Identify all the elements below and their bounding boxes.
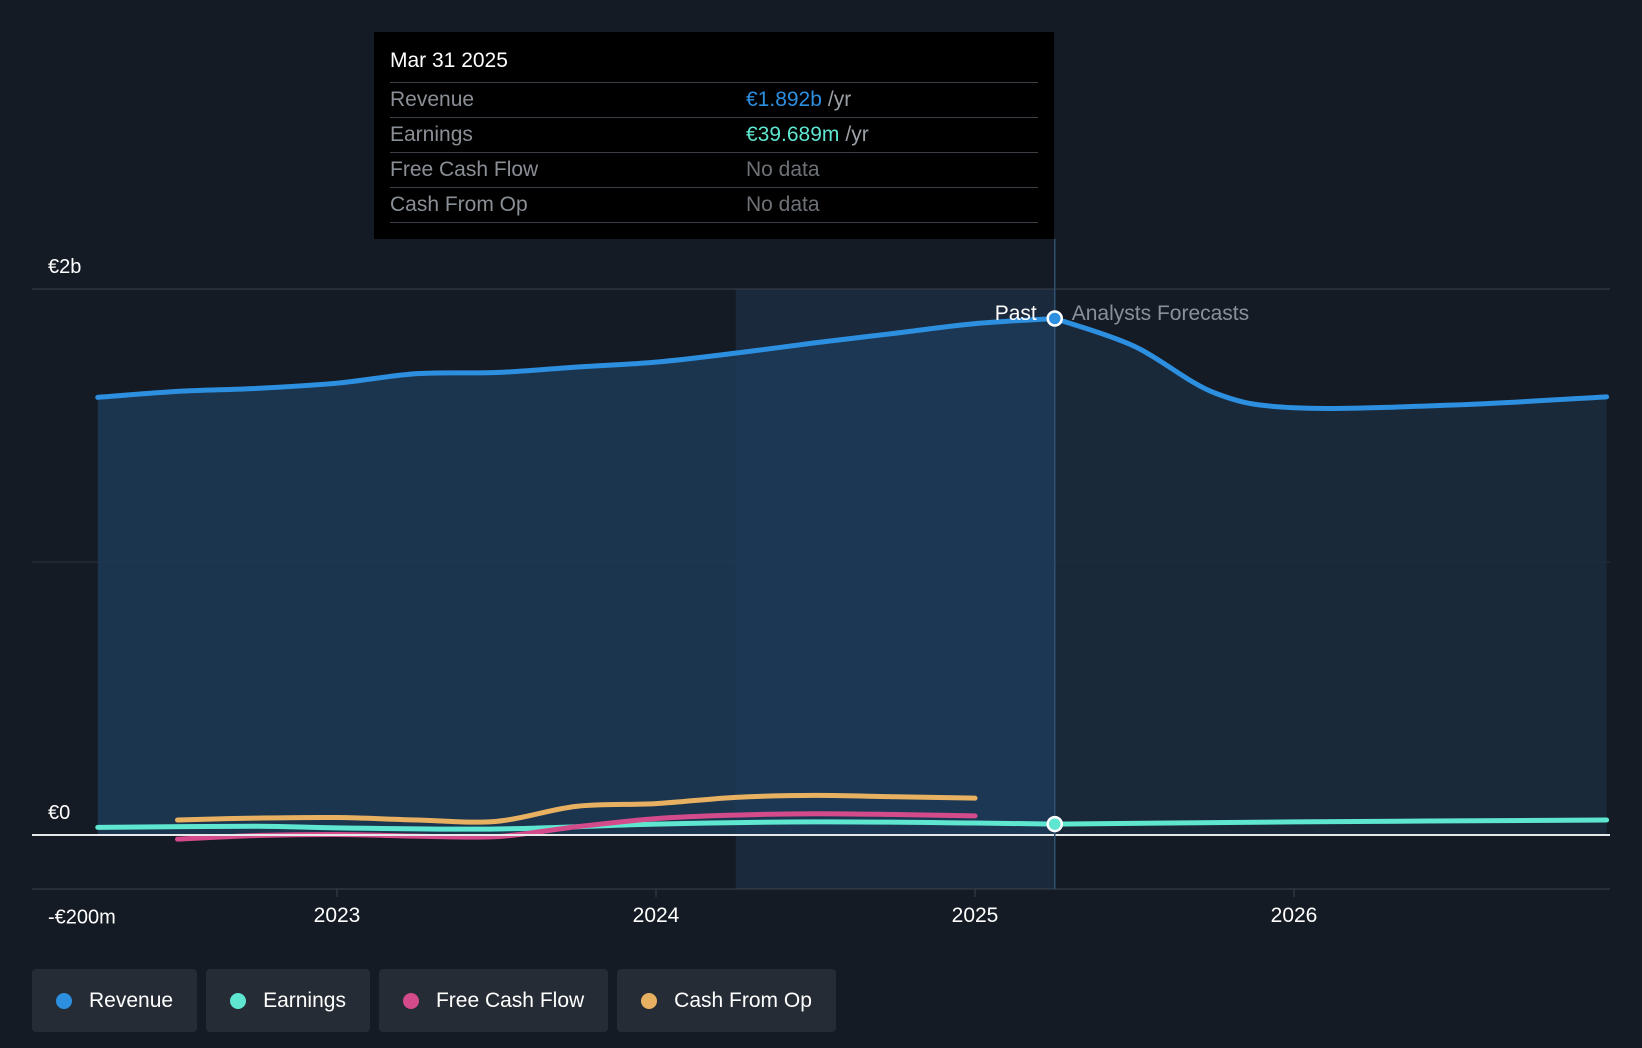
- tooltip-value: €1.892b: [746, 88, 822, 111]
- y-tick-label: €0: [48, 802, 70, 824]
- tooltip-unit: /yr: [827, 88, 852, 111]
- marker-earnings: [1046, 815, 1063, 833]
- legend: Revenue Earnings Free Cash Flow Cash Fro…: [32, 969, 836, 1032]
- past-label: Past: [995, 302, 1037, 325]
- tooltip-unit: /yr: [845, 123, 869, 146]
- tooltip-date: Mar 31 2025: [390, 46, 1038, 83]
- forecast-label: Analysts Forecasts: [1072, 302, 1249, 325]
- tooltip-value: €39.689m: [746, 123, 840, 146]
- tooltip-row-earnings: Earnings €39.689m/yr: [390, 118, 1038, 153]
- cash-from-op-dot-icon: [641, 992, 658, 1009]
- tooltip-label: Cash From Op: [390, 193, 528, 216]
- tooltip-value: No data: [746, 158, 820, 181]
- tooltip-row-revenue: Revenue €1.892b/yr: [390, 83, 1038, 118]
- free-cash-flow-dot-icon: [402, 992, 419, 1009]
- legend-label: Cash From Op: [674, 988, 812, 1012]
- earnings-dot-icon: [230, 992, 247, 1009]
- tooltip-value-wrap: €1.892b/yr: [746, 83, 851, 117]
- marker-revenue: [1046, 310, 1063, 327]
- tooltip-value-wrap: €39.689m/yr: [746, 118, 869, 152]
- tooltip-label: Earnings: [390, 123, 473, 146]
- x-tick-label: 2026: [1271, 904, 1318, 927]
- legend-item-earnings[interactable]: Earnings: [206, 969, 370, 1032]
- legend-item-revenue[interactable]: Revenue: [32, 969, 198, 1032]
- tooltip-value-wrap: No data: [746, 153, 820, 187]
- series-area-1: [1054, 318, 1607, 835]
- legend-item-free-cash-flow[interactable]: Free Cash Flow: [378, 969, 609, 1032]
- x-tick-label: 2024: [633, 904, 680, 927]
- revenue-dot-icon: [56, 992, 72, 1009]
- legend-label: Revenue: [89, 988, 174, 1012]
- tooltip: Mar 31 2025 Revenue €1.892b/yr Earnings …: [374, 32, 1054, 239]
- y-tick-label: €2b: [48, 256, 81, 278]
- series-line-earnings-forecast: [1052, 817, 1610, 827]
- x-tick-label: 2023: [314, 904, 361, 927]
- legend-label: Free Cash Flow: [435, 988, 585, 1012]
- tooltip-value-wrap: No data: [746, 188, 820, 222]
- series-area-0: [97, 318, 1055, 835]
- tooltip-row-free-cash-flow: Free Cash Flow No data: [390, 153, 1038, 188]
- legend-item-cash-from-op[interactable]: Cash From Op: [617, 969, 836, 1032]
- legend-label: Earnings: [263, 988, 346, 1012]
- tooltip-label: Free Cash Flow: [390, 158, 539, 181]
- tooltip-label: Revenue: [390, 88, 475, 111]
- tooltip-row-cash-from-op: Cash From Op No data: [390, 188, 1038, 223]
- tooltip-value: No data: [746, 193, 820, 216]
- series-line-cash-from-op: [175, 792, 978, 825]
- series-line-revenue-forecast: [1052, 315, 1610, 411]
- y-tick-label: -€200m: [48, 907, 116, 929]
- series-line-revenue: [95, 315, 1058, 400]
- x-tick-label: 2025: [952, 904, 999, 927]
